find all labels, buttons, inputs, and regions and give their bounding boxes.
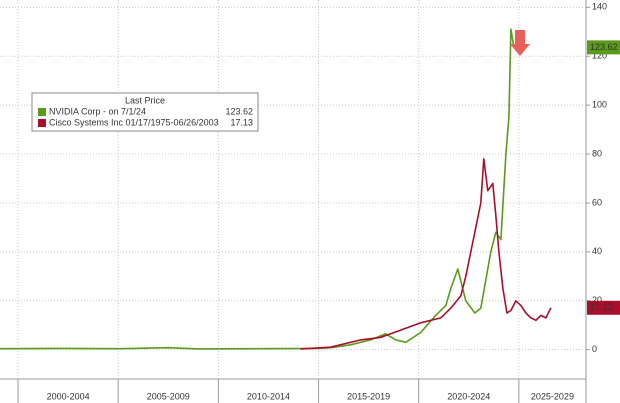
arrow-annotation bbox=[510, 30, 530, 56]
x-tick-label: 2025-2029 bbox=[531, 391, 574, 401]
legend-value: 123.62 bbox=[225, 106, 253, 116]
y-tick-label: 120 bbox=[592, 51, 607, 61]
legend-label: NVIDIA Corp - on 7/1/24 bbox=[49, 106, 146, 116]
legend: Last Price NVIDIA Corp - on 7/1/24 123.62… bbox=[31, 92, 259, 132]
legend-title: Last Price bbox=[125, 95, 165, 105]
y-tick-label: 20 bbox=[592, 295, 602, 305]
y-tick-label: 60 bbox=[592, 197, 602, 207]
legend-swatch bbox=[38, 119, 46, 127]
last-value-tag bbox=[587, 40, 620, 55]
y-tick-label: 100 bbox=[592, 100, 607, 110]
last-value-tag bbox=[587, 300, 620, 315]
y-tick-label: 40 bbox=[592, 246, 602, 256]
x-tick-label: 2000-2004 bbox=[47, 391, 90, 401]
plot-area bbox=[0, 0, 586, 379]
legend-label: Cisco Systems Inc 01/17/1975-06/26/2003 bbox=[49, 117, 219, 127]
legend-swatch bbox=[38, 108, 46, 116]
x-tick-label: 2020-2024 bbox=[447, 391, 490, 401]
y-tick-label: 140 bbox=[592, 2, 607, 12]
last-value-label: 123.62 bbox=[590, 42, 618, 52]
y-tick-label: 80 bbox=[592, 148, 602, 158]
x-tick-label: 2015-2019 bbox=[347, 391, 390, 401]
legend-value: 17.13 bbox=[230, 117, 253, 127]
legend-box bbox=[31, 92, 259, 132]
series-line bbox=[300, 158, 552, 350]
y-tick-label: 0 bbox=[592, 344, 597, 354]
x-tick-label: 2010-2014 bbox=[247, 391, 290, 401]
x-tick-label: 2005-2009 bbox=[147, 391, 190, 401]
last-value-label: 17.13 bbox=[590, 302, 613, 312]
